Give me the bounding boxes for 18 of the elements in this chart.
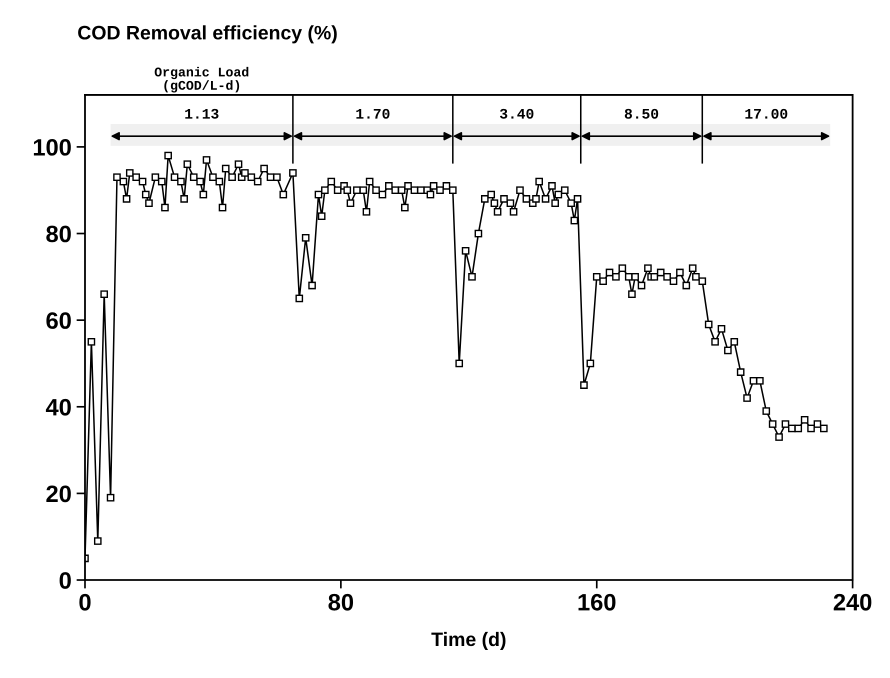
y-tick-label: 40 — [46, 398, 71, 416]
text: Organic Load (gCOD/L-d) — [154, 66, 248, 92]
y-tick-label: 60 — [46, 312, 71, 329]
x-tick-label: 160 — [578, 594, 616, 611]
y-tick-label: 20 — [46, 485, 71, 502]
band-label: 1.13 — [185, 108, 218, 119]
band-label: 17.00 — [745, 108, 788, 119]
x-tick-label: 240 — [834, 594, 872, 611]
x-tick-label: 0 — [79, 594, 91, 611]
band-label: 1.70 — [356, 108, 390, 119]
x-axis-title: Time (d) — [431, 632, 506, 650]
band-label: 3.40 — [500, 108, 534, 119]
y-tick-label: 100 — [34, 138, 71, 156]
chart-title: COD Removal efficiency (%) — [78, 25, 337, 44]
band-label: 8.50 — [624, 108, 658, 119]
y-tick-label: 80 — [46, 226, 71, 242]
y-tick-label: 0 — [60, 572, 71, 589]
x-tick-label: 80 — [328, 594, 354, 611]
